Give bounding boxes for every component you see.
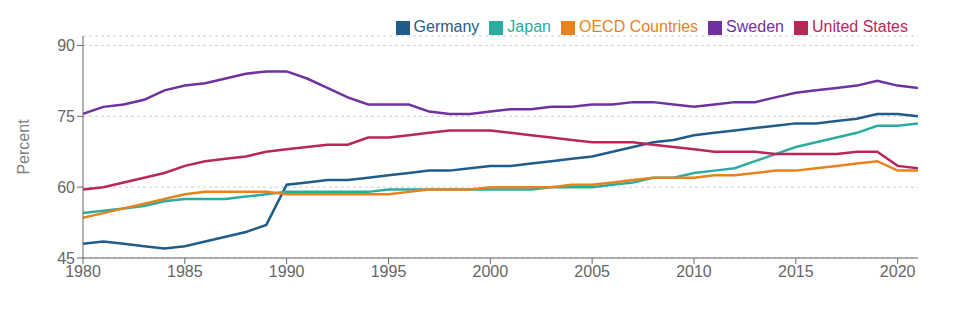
svg-text:45: 45 — [57, 250, 75, 267]
html-text:Sweden: Sweden — [726, 18, 784, 35]
svg-text:1985: 1985 — [167, 263, 203, 280]
html-text:United States: United States — [811, 18, 908, 35]
svg-text:1990: 1990 — [269, 263, 305, 280]
svg-text:2010: 2010 — [676, 263, 712, 280]
svg-text:75: 75 — [57, 108, 75, 125]
svg-text:Percent: Percent — [15, 119, 32, 175]
svg-text:2000: 2000 — [473, 263, 509, 280]
svg-text:1980: 1980 — [65, 263, 101, 281]
html-text:Japan: Japan — [507, 18, 551, 35]
svg-text:2020: 2020 — [880, 263, 916, 280]
svg-text:1995: 1995 — [371, 263, 407, 280]
svg-text:2015: 2015 — [778, 263, 814, 280]
svg-text:2005: 2005 — [574, 263, 610, 280]
svg-text:60: 60 — [57, 179, 75, 196]
html-text:Germany: Germany — [413, 18, 480, 35]
html-text:OECD Countries: OECD Countries — [579, 18, 699, 35]
svg-text:90: 90 — [57, 37, 75, 54]
